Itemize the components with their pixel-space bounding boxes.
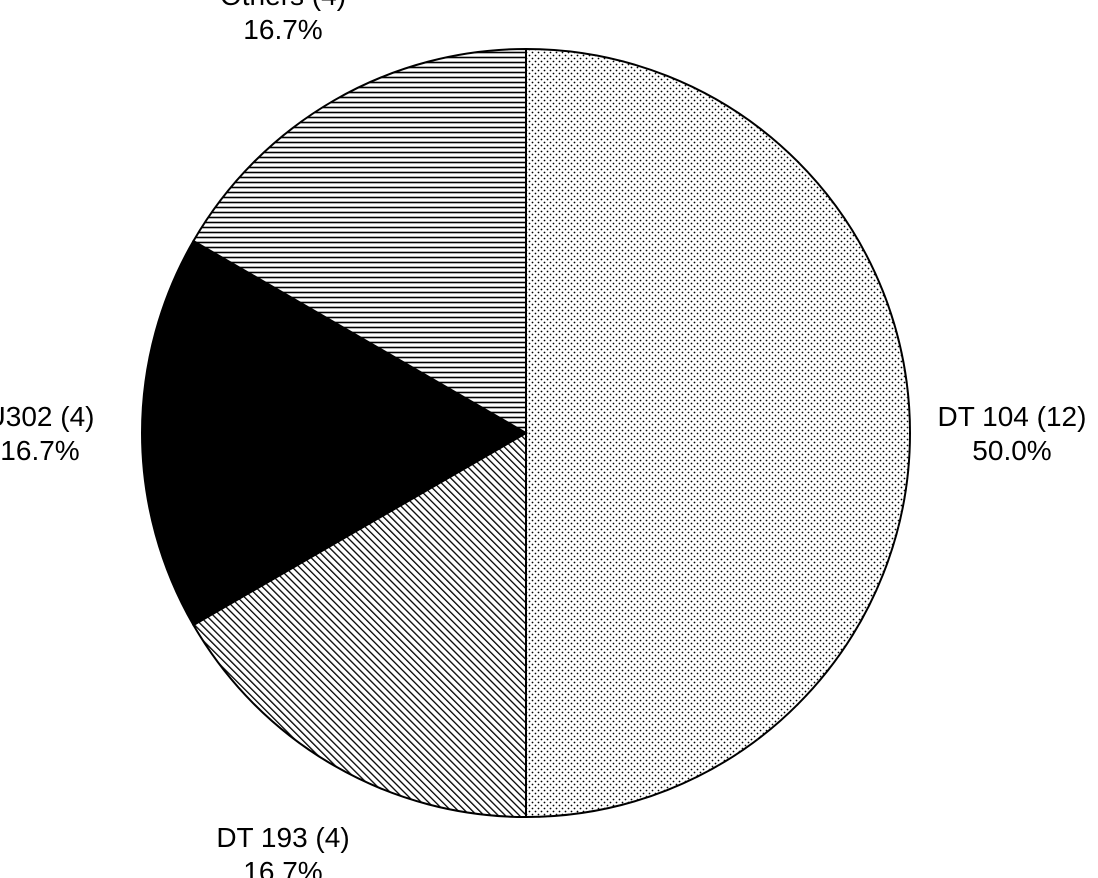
pie-slice-u302	[141, 239, 528, 627]
slices-layer	[141, 47, 911, 819]
slice-label-dt-104: DT 104 (12)	[938, 401, 1087, 432]
pie-slice-dt-193	[192, 431, 527, 819]
slice-label-others: Others (4)	[220, 0, 346, 11]
pie-slice-others	[192, 47, 527, 435]
slice-percent-u302: 16.7%	[0, 435, 79, 466]
slice-label-dt-193: DT 193 (4)	[216, 822, 349, 853]
slice-label-u302: U302 (4)	[0, 401, 94, 432]
slice-percent-dt-104: 50.0%	[972, 435, 1051, 466]
slice-percent-dt-193: 16.7%	[243, 856, 322, 878]
pie-slice-dt-104	[525, 47, 911, 819]
slice-percent-others: 16.7%	[243, 14, 322, 45]
